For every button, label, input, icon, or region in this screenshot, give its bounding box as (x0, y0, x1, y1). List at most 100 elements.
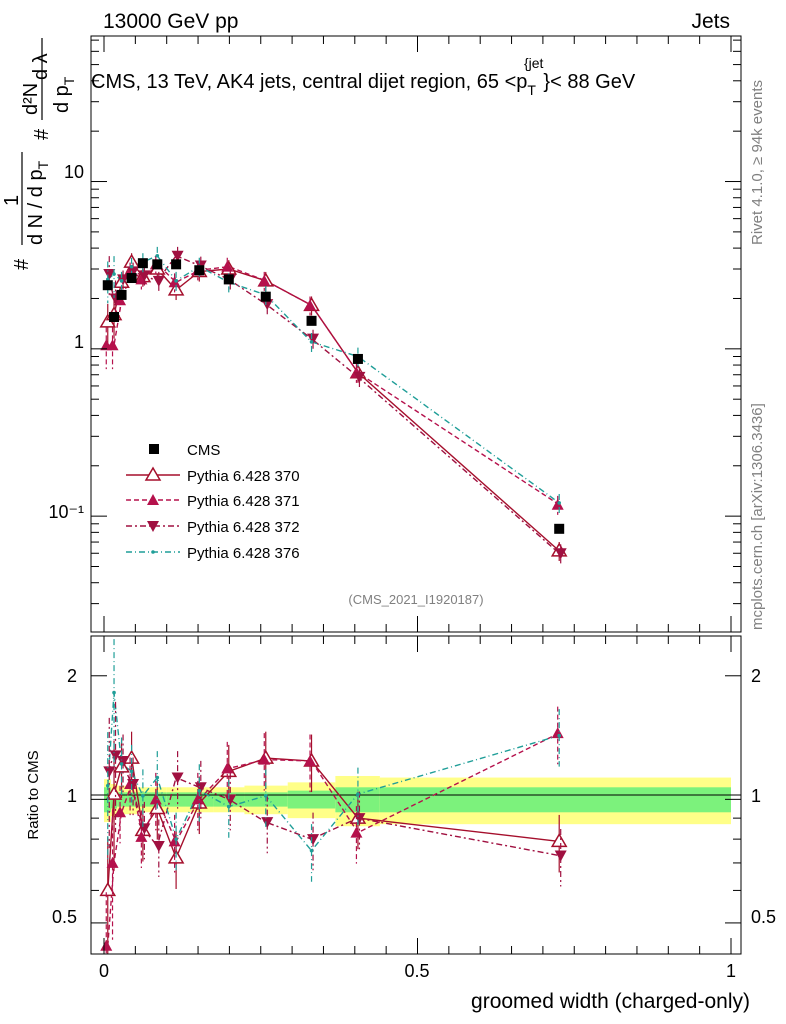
ratio-point-p376 (119, 762, 124, 766)
main-point-cms (306, 315, 317, 326)
plot-title: CMS, 13 TeV, AK4 jets, central dijet reg… (91, 55, 636, 98)
ylabel-hash-mid: # (31, 128, 53, 140)
ratio-point-p371 (149, 793, 162, 805)
main-point-p376 (119, 279, 124, 283)
jets-label: Jets (691, 10, 730, 33)
main-point-p372 (127, 266, 140, 278)
ratio-point-p372 (353, 813, 366, 825)
ratio-point-p376 (141, 794, 145, 798)
ratio-point-p372 (103, 766, 116, 778)
ratio-point-p371 (114, 806, 127, 818)
ylabel-denominator: d N / d pT (25, 160, 51, 245)
main-line-p370 (107, 260, 560, 552)
main-point-p372 (554, 548, 567, 560)
ratio-point-p370 (105, 785, 123, 800)
ylabel-den-text: d N / d p (25, 169, 47, 245)
rivet-label: Rivet 4.1.0, ≥ 94k events (749, 80, 766, 245)
ylabel-d2n: d²N (20, 83, 42, 115)
main-point-p372 (152, 275, 165, 287)
ratio-point-p372 (224, 794, 237, 806)
ratio-point-p371 (191, 793, 204, 805)
main-point-p376 (174, 279, 178, 283)
ratio-point-p372 (117, 756, 130, 768)
legend-label-p376: Pythia 6.428 376 (187, 545, 300, 562)
ratio-frame (90, 635, 742, 955)
ratio-point-p376 (174, 837, 178, 841)
ratio-point-p372 (194, 782, 207, 794)
main-point-p376 (155, 253, 160, 258)
main-line-p372 (107, 254, 560, 554)
main-point-cms (223, 274, 234, 285)
ratio-plot-panel (90, 635, 742, 955)
title-tail: }< 88 GeV (543, 71, 635, 93)
ratio-point-p371 (258, 753, 271, 765)
main-point-cms (260, 291, 271, 302)
legend-marker-p371 (147, 494, 159, 505)
ratio-ytick-right-1: 1 (751, 786, 761, 806)
energy-label: 13000 GeV pp (103, 10, 238, 33)
main-point-p371 (551, 498, 564, 510)
ratio-point-p376 (105, 783, 110, 788)
ratio-ytick-label-1: 1 (67, 786, 77, 806)
ratio-point-p371 (168, 835, 181, 847)
ratio-point-p372 (152, 840, 165, 852)
main-point-p371 (304, 299, 317, 311)
xtick-label-0.5: 0.5 (404, 961, 429, 981)
ratio-point-p376 (129, 769, 134, 774)
main-point-cms (116, 289, 127, 300)
ratio-point-p376 (197, 788, 202, 793)
ratio-y-axis-label: Ratio to CMS (25, 750, 42, 839)
ylabel-den-sub: T (35, 160, 51, 169)
ratio-point-p376 (155, 775, 160, 780)
ratio-ytick-right-0.5: 0.5 (751, 907, 776, 927)
ratio-point-p372 (138, 823, 151, 835)
ylabel-dpt-sub: T (61, 76, 77, 85)
ratio-point-p376 (112, 690, 116, 695)
main-point-cms (194, 265, 205, 276)
ratio-point-p372 (261, 817, 274, 829)
ratio-point-p371 (350, 826, 363, 838)
main-point-cms (102, 280, 113, 291)
main-point-p376 (129, 264, 134, 269)
ratio-ytick-label-2: 2 (67, 666, 77, 686)
ratio-point-p372 (109, 750, 122, 762)
ratio-point-p371 (304, 755, 317, 767)
ratio-ytick-right-2: 2 (751, 666, 761, 686)
ratio-point-p372 (171, 772, 184, 784)
ylabel-dlambda: d λ (30, 53, 52, 80)
main-point-p371 (221, 260, 234, 272)
ratio-band-inner (287, 790, 336, 809)
main-point-cms (352, 353, 363, 364)
ratio-point-p370 (99, 881, 117, 897)
ratio-point-p376 (226, 804, 231, 809)
main-point-p376 (112, 272, 116, 276)
main-point-cms (137, 258, 148, 269)
main-point-cms (126, 273, 137, 284)
main-point-cms (554, 523, 565, 534)
x-axis-label: groomed width (charged-only) (471, 990, 750, 1013)
main-point-cms (171, 259, 182, 270)
main-point-p372 (171, 250, 184, 262)
legend-label-p372: Pythia 6.428 372 (187, 519, 300, 536)
main-point-cms (109, 311, 120, 322)
main-point-cms (152, 259, 163, 270)
legend-label-p371: Pythia 6.428 371 (187, 493, 300, 510)
xtick-label-0: 0 (99, 961, 109, 981)
legend-label-p370: Pythia 6.428 370 (187, 468, 300, 485)
legend-marker-p376 (151, 550, 155, 554)
ylabel-numerator-one: 1 (1, 195, 23, 206)
mcplots-label: mcplots.cern.ch [arXiv:1306.3436] (749, 403, 766, 630)
ratio-point-p372 (307, 834, 320, 846)
main-point-p372 (103, 269, 116, 281)
main-point-p372 (353, 371, 366, 383)
ratio-point-p371 (100, 939, 113, 951)
main-line-p371 (107, 263, 560, 506)
ylabel-hash-left: # (11, 258, 33, 270)
ratio-point-p376 (356, 792, 360, 796)
ratio-point-p371 (106, 856, 119, 868)
main-point-p376 (557, 501, 562, 505)
legend-label-cms: CMS (187, 442, 220, 459)
legend-marker-p370 (144, 466, 162, 481)
main-point-p371 (106, 339, 119, 351)
